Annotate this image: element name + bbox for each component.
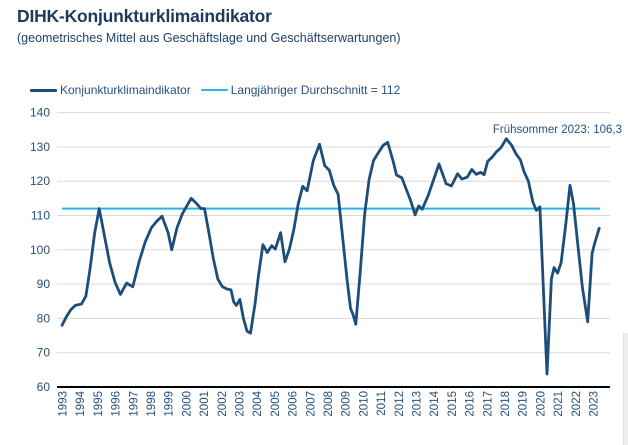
y-tick-label: 100 — [30, 243, 50, 257]
x-tick-label: 1996 — [111, 391, 123, 417]
right-edge-strip — [623, 333, 628, 445]
x-tick-label: 2004 — [252, 390, 264, 416]
x-tick-label: 2023 — [589, 391, 601, 417]
x-tick-label: 2009 — [341, 391, 353, 417]
x-tick-label: 2012 — [394, 391, 406, 417]
x-tick-label: 1995 — [93, 391, 105, 417]
y-tick-label: 80 — [37, 311, 51, 325]
x-tick-label: 2019 — [518, 391, 530, 417]
chart-svg: 60 70 80 90 100 110 120 130 140 1993 1994 1995 1996 1… — [30, 106, 610, 417]
x-tick-label: 1993 — [58, 391, 70, 417]
x-tick-label: 2003 — [235, 391, 247, 417]
x-tick-label: 1997 — [128, 391, 140, 417]
x-tick-label: 2021 — [553, 391, 565, 417]
x-tick-label: 1998 — [146, 391, 158, 417]
chart-title: DIHK-Konjunkturklimaindikator — [17, 6, 272, 26]
legend-label-indikator: Konjunkturklimaindikator — [60, 83, 191, 97]
x-tick-label: 1994 — [75, 390, 87, 416]
x-tick-label: 2018 — [500, 391, 512, 417]
x-tick-label: 2015 — [447, 391, 459, 417]
x-tick-label: 2002 — [217, 391, 229, 417]
x-tick-label: 2006 — [288, 391, 300, 417]
chart-legend: Konjunkturklimaindikator Langjähriger Du… — [30, 83, 400, 97]
x-tick-label: 2001 — [199, 391, 211, 417]
chart-annotation: Frühsommer 2023: 106,3 — [492, 124, 622, 136]
y-tick-label: 130 — [30, 140, 50, 154]
x-tick-label: 2010 — [358, 391, 370, 417]
chart-subtitle: (geometrisches Mittel aus Geschäftslage … — [17, 31, 401, 45]
x-tick-label: 2014 — [429, 390, 441, 416]
x-tick-label: 2017 — [482, 391, 494, 417]
x-tick-label: 2013 — [412, 391, 424, 417]
x-tick-label: 2005 — [270, 391, 282, 417]
y-tick-label: 110 — [31, 209, 50, 223]
x-tick-label: 2016 — [465, 391, 477, 417]
y-tick-label: 140 — [30, 106, 50, 120]
x-tick-label: 2007 — [305, 391, 317, 417]
x-tick-label: 2008 — [323, 391, 335, 417]
series-line-konjunkturklimaindikator — [60, 137, 601, 376]
x-tick-label: 2022 — [571, 391, 583, 417]
legend-line-swatch-indikator — [30, 88, 57, 92]
y-tick-label: 60 — [37, 380, 51, 394]
y-tick-label: 90 — [37, 277, 51, 291]
x-tick-label: 2011 — [376, 391, 388, 416]
x-tick-label: 2000 — [181, 391, 193, 417]
y-tick-label: 120 — [30, 174, 50, 188]
y-tick-label: 70 — [37, 346, 51, 360]
legend-label-durchschnitt: Langjähriger Durchschnitt = 112 — [230, 83, 401, 97]
x-tick-label: 2020 — [535, 391, 547, 417]
x-tick-label: 1999 — [164, 391, 176, 417]
legend-line-swatch-durchschnitt — [200, 89, 228, 91]
